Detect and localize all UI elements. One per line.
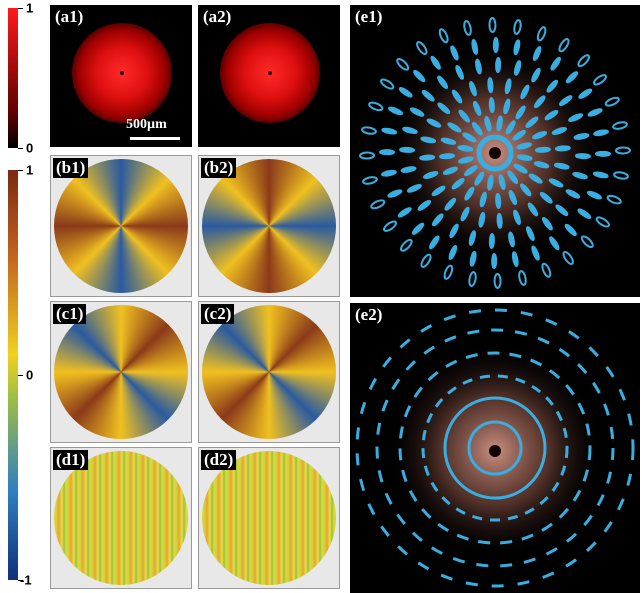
glyph: [613, 121, 628, 130]
glyph: [420, 155, 434, 160]
panel-label: (e2): [352, 305, 385, 325]
glyph: [513, 20, 521, 35]
glyph: [558, 38, 571, 53]
pattern: [54, 451, 188, 585]
glyph: [489, 98, 494, 112]
pattern: [54, 305, 188, 439]
glyph: [443, 265, 454, 280]
glyph: [420, 253, 433, 268]
glyph: [605, 96, 620, 107]
glyph: [518, 271, 527, 286]
glyph: [368, 101, 383, 112]
pattern: [202, 305, 336, 439]
glyph: [415, 41, 428, 56]
glyph: [363, 176, 378, 185]
glyph: [536, 26, 547, 41]
glyph: [463, 21, 472, 36]
colorbar-tick: [18, 580, 23, 581]
glyph: [490, 234, 494, 248]
glyph: [494, 274, 500, 288]
glyph: [541, 263, 552, 278]
glyph: [400, 148, 414, 152]
pattern: [202, 159, 336, 293]
glyph: [399, 238, 413, 252]
colorbar-tick-label: 1: [26, 1, 33, 16]
polarization-map: [350, 5, 640, 297]
glyph: [614, 171, 629, 179]
panel: 500µm (a1): [50, 5, 192, 147]
glyph: [438, 28, 449, 43]
glyph: [380, 78, 395, 91]
glyph: [489, 18, 495, 32]
glyph: [536, 147, 550, 152]
glyph: [494, 38, 498, 52]
panel: (a2): [198, 5, 340, 147]
panel-label: (c1): [53, 304, 86, 324]
colorbar: [8, 170, 18, 580]
panel-label: (e1): [352, 7, 385, 27]
beam-center: [120, 71, 124, 75]
panel: (e2): [350, 303, 640, 593]
glyph: [496, 58, 500, 72]
glyph: [576, 154, 590, 158]
panel-label: (b2): [201, 158, 236, 178]
figure: 500µm (a1) (a2) (b1) (b2) (c1) (c2) (d1)…: [0, 0, 642, 593]
glyph: [362, 126, 377, 134]
glyph: [496, 194, 501, 208]
pattern: [202, 451, 336, 585]
glyph: [596, 152, 610, 156]
glyph: [492, 254, 496, 268]
panel: (e1): [350, 5, 640, 297]
scale-label: 500µm: [126, 117, 167, 133]
glyph: [396, 57, 410, 71]
panel: (c2): [198, 301, 340, 443]
glyph: [370, 199, 385, 210]
glyph: [562, 251, 575, 266]
panel: (d1): [50, 447, 192, 589]
glyph: [593, 73, 608, 86]
colorbar-tick: [18, 170, 23, 171]
glyph: [577, 54, 591, 68]
polarization-map: [350, 303, 640, 593]
glyph: [360, 152, 374, 158]
glyph: [468, 272, 476, 287]
glyph: [607, 194, 622, 205]
glyph: [440, 154, 454, 159]
colorbar-tick-label: 0: [26, 368, 33, 383]
panel: (b1): [50, 155, 192, 297]
panel: (b2): [198, 155, 340, 297]
beam-center: [268, 71, 272, 75]
panel-label: (d1): [53, 450, 88, 470]
panel: (c1): [50, 301, 192, 443]
glyph: [488, 78, 493, 92]
glyph: [497, 214, 502, 228]
colorbar-tick-label: 1: [26, 163, 33, 178]
pattern: [54, 159, 188, 293]
colorbar-tick-label: 0: [26, 141, 33, 156]
glyph: [580, 235, 594, 249]
colorbar-tick: [18, 375, 23, 376]
glyph: [489, 147, 501, 159]
glyph: [595, 216, 610, 229]
panel: (d2): [198, 447, 340, 589]
glyph: [556, 146, 570, 151]
scale-bar: [130, 137, 180, 140]
glyph: [616, 147, 630, 153]
panel-label: (a1): [52, 7, 86, 27]
glyph: [380, 150, 394, 154]
colorbar-tick: [18, 8, 23, 9]
colorbar-tick: [18, 148, 23, 149]
glyph: [489, 445, 501, 457]
panel-label: (d2): [201, 450, 236, 470]
panel-label: (c2): [201, 304, 234, 324]
panel-label: (a2): [200, 7, 234, 27]
glyph: [383, 220, 398, 233]
colorbar: [8, 8, 18, 148]
panel-label: (b1): [53, 158, 88, 178]
